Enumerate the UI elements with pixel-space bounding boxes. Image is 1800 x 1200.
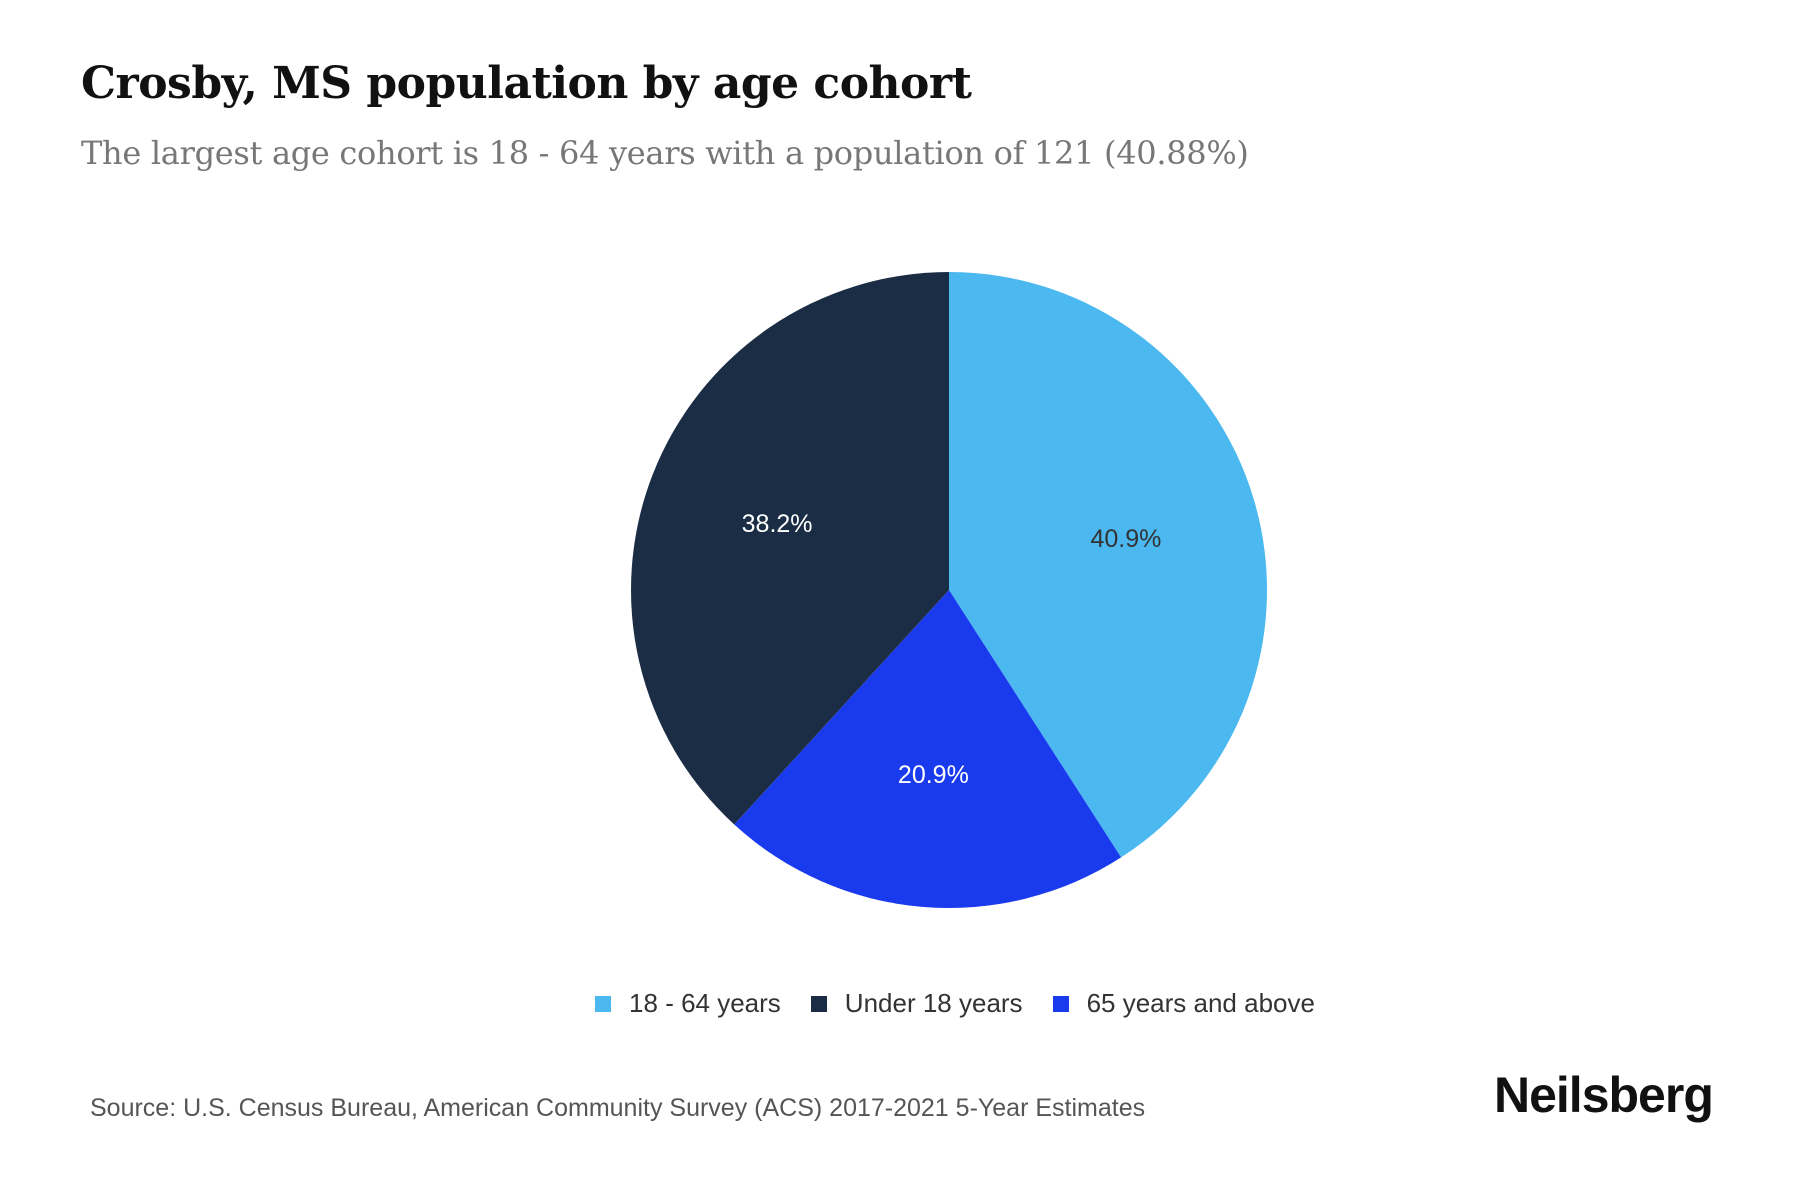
slice-data-label: 40.9% (1091, 525, 1162, 553)
source-note: Source: U.S. Census Bureau, American Com… (90, 1094, 1146, 1122)
legend-item-under-18: Under 18 years (810, 988, 1023, 1019)
slice-data-label: 20.9% (898, 761, 969, 789)
chart-title: Crosby, MS population by age cohort (81, 58, 972, 109)
legend-label: 18 - 64 years (629, 988, 781, 1018)
legend-item-65-above: 65 years and above (1052, 988, 1315, 1019)
chart-subtitle: The largest age cohort is 18 - 64 years … (81, 134, 1249, 172)
pie-slice-65-years-and-above (734, 590, 1122, 908)
brand-logo: Neilsberg (1494, 1067, 1714, 1123)
slice-data-label: 38.2% (742, 510, 813, 538)
legend-swatch (1052, 995, 1069, 1012)
legend-item-18-64: 18 - 64 years (595, 988, 781, 1019)
legend-swatch (595, 995, 612, 1012)
legend-label: Under 18 years (844, 988, 1023, 1018)
pie-slice-18-64-years (949, 272, 1267, 858)
legend-label: 65 years and above (1086, 988, 1315, 1018)
legend-swatch (810, 995, 827, 1012)
legend: 18 - 64 years Under 18 years 65 years an… (0, 988, 1800, 1019)
pie-slice-under-18-years (630, 272, 949, 825)
